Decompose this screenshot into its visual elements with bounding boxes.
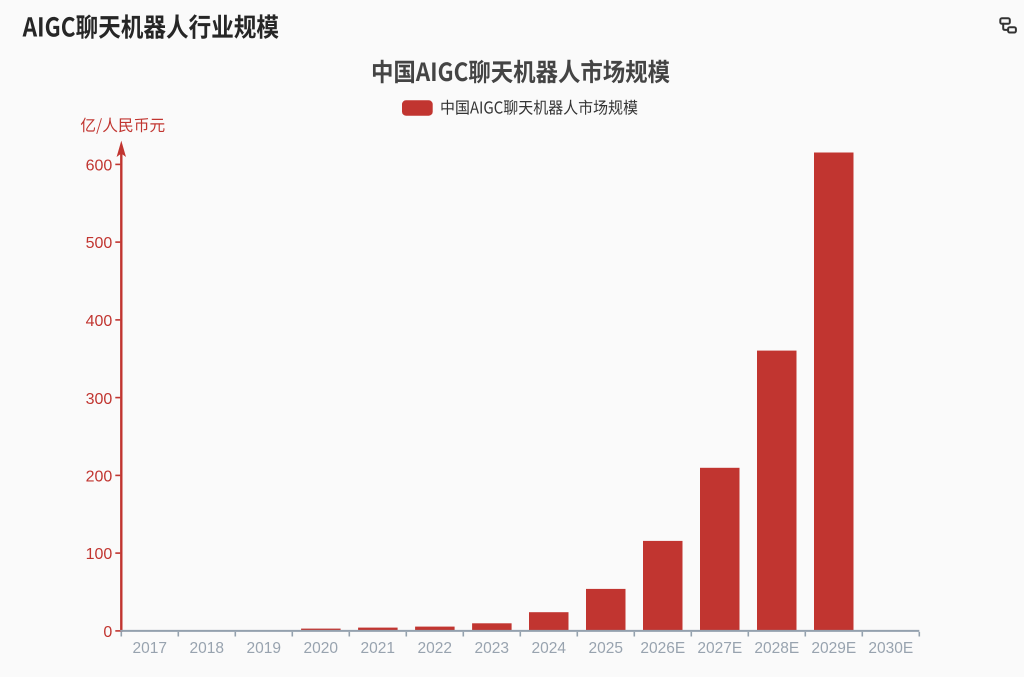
svg-text:2017: 2017 (133, 640, 167, 657)
svg-text:2027E: 2027E (697, 640, 742, 657)
svg-text:2022: 2022 (418, 640, 452, 657)
svg-text:600: 600 (86, 158, 113, 175)
svg-text:2024: 2024 (532, 640, 567, 657)
svg-text:2020: 2020 (304, 640, 339, 657)
svg-text:2025: 2025 (589, 640, 623, 657)
svg-text:2021: 2021 (361, 640, 395, 657)
svg-text:200: 200 (86, 469, 113, 486)
svg-text:2029E: 2029E (811, 640, 856, 657)
svg-text:100: 100 (86, 546, 113, 563)
svg-text:500: 500 (86, 235, 113, 252)
svg-text:2028E: 2028E (754, 640, 799, 657)
svg-text:300: 300 (86, 391, 113, 408)
svg-text:2023: 2023 (475, 640, 509, 657)
svg-text:0: 0 (103, 624, 112, 641)
svg-text:2026E: 2026E (640, 640, 685, 657)
svg-text:2030E: 2030E (868, 640, 913, 657)
svg-text:2019: 2019 (247, 640, 281, 657)
svg-text:400: 400 (86, 313, 113, 330)
svg-text:2018: 2018 (190, 640, 224, 657)
